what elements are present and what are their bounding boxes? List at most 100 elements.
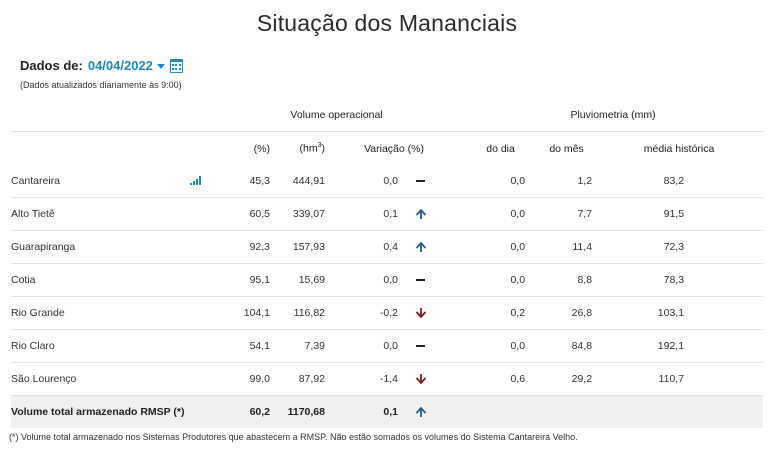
arrow-up-icon <box>416 407 426 418</box>
volume-cell: 157,93 <box>270 230 325 264</box>
arrow-up-icon <box>416 209 426 220</box>
do-mes-cell: 11,4 <box>538 230 596 264</box>
reservoir-name: São Lourenço <box>11 373 77 385</box>
table-row: Rio Claro 54,1 7,39 0,0 0,0 84,8 192,1 <box>11 329 764 363</box>
do-mes-cell: 8,8 <box>538 263 596 297</box>
reservoir-name: Cantareira <box>11 175 61 187</box>
table-row: São Lourenço 99,0 87,92 -1,4 0,6 29,2 110,7 <box>11 362 764 396</box>
do-mes-cell: 1,2 <box>577 175 593 187</box>
do-dia-cell: 0,0 <box>510 175 526 187</box>
do-mes-cell: 84,8 <box>538 329 596 363</box>
variacao-cell: -0,2 <box>325 296 398 330</box>
table-row: Cantareira 45,3 444,91 0,0 0,0 1,2 83,2 <box>11 165 763 198</box>
spacer-cell <box>684 165 763 198</box>
col-percent: (%) <box>210 131 270 165</box>
spacer-cell <box>684 329 764 363</box>
bar-chart-icon[interactable] <box>190 176 202 185</box>
total-trend-cell <box>398 395 464 428</box>
update-note: (Dados atualizados diariamente às 9:00) <box>20 80 182 90</box>
trend-cell <box>398 296 464 330</box>
trend-cell <box>398 329 464 363</box>
media-historica-cell: 110,7 <box>595 362 685 396</box>
col-do-dia: do dia <box>463 131 539 165</box>
reservoir-name-cell: Guarapiranga <box>11 230 210 264</box>
do-dia-cell: 0,0 <box>463 197 539 231</box>
reservoir-name-cell: Cantareira <box>11 165 210 198</box>
trend-flat-icon <box>416 345 425 348</box>
do-mes-cell: 7,7 <box>538 197 596 231</box>
variacao-cell: 0,0 <box>383 175 398 187</box>
volume-cell: 87,92 <box>270 362 325 396</box>
media-historica-cell: 83,2 <box>663 175 685 187</box>
total-row: Volume total armazenado RMSP (*) 60,2 1170… <box>11 395 764 428</box>
do-dia-cell: 0,2 <box>463 296 539 330</box>
trend-flat-icon <box>416 279 425 282</box>
percent-cell: 60,5 <box>210 197 270 231</box>
spacer-cell <box>684 263 764 297</box>
media-historica-cell: 103,1 <box>595 296 685 330</box>
reservoir-name: Cotia <box>11 274 36 286</box>
arrow-up-icon <box>416 242 426 253</box>
variacao-cell: 0,0 <box>325 263 398 297</box>
total-label: Volume total armazenado RMSP (*) <box>11 395 210 428</box>
reservoir-table: Volume operacional Pluviometria (mm) (%)… <box>11 98 764 428</box>
variacao-cell: -1,4 <box>325 362 398 396</box>
media-historica-cell: 192,1 <box>595 329 685 363</box>
percent-cell: 92,3 <box>210 230 270 264</box>
percent-cell: 45,3 <box>249 175 270 187</box>
table-row: Guarapiranga 92,3 157,93 0,4 0,0 11,4 72,3 <box>11 230 764 264</box>
table-row: Alto Tietê 60,5 339,07 0,1 0,0 7,7 91,5 <box>11 197 764 231</box>
reservoir-name-cell: Rio Grande <box>11 296 210 330</box>
reservoir-name: Rio Grande <box>11 307 65 319</box>
trend-cell <box>398 165 463 198</box>
trend-cell <box>398 230 464 264</box>
do-dia-cell: 0,0 <box>463 263 539 297</box>
trend-flat-icon <box>416 180 425 183</box>
caret-down-icon[interactable] <box>156 63 165 69</box>
do-dia-cell: 0,6 <box>463 362 539 396</box>
volume-cell: 339,07 <box>270 197 325 231</box>
trend-cell <box>398 362 464 396</box>
do-mes-cell: 26,8 <box>538 296 596 330</box>
group-header-volume: Volume operacional <box>290 108 383 121</box>
reservoir-name-cell: São Lourenço <box>11 362 210 396</box>
table-row: Cotia 95,1 15,69 0,0 0,0 8,8 78,3 <box>11 263 764 297</box>
do-mes-cell: 29,2 <box>538 362 596 396</box>
reservoir-name-cell: Rio Claro <box>11 329 210 363</box>
reservoir-name-cell: Cotia <box>11 263 210 297</box>
date-label: Dados de: <box>20 58 83 73</box>
spacer-cell <box>595 395 685 428</box>
total-percent: 60,2 <box>210 395 270 428</box>
percent-cell: 95,1 <box>210 263 270 297</box>
arrow-down-icon <box>416 307 426 319</box>
do-dia-cell: 0,0 <box>463 329 539 363</box>
spacer-cell <box>684 296 764 330</box>
reservoir-name: Rio Claro <box>11 340 55 352</box>
volume-cell: 15,69 <box>270 263 325 297</box>
spacer-cell <box>538 395 596 428</box>
col-hm3: (hm3) <box>270 131 325 165</box>
volume-cell: 444,91 <box>292 175 325 187</box>
do-dia-cell: 0,0 <box>463 230 539 264</box>
percent-cell: 54,1 <box>210 329 270 363</box>
spacer-cell <box>684 230 764 264</box>
variacao-cell: 0,0 <box>325 329 398 363</box>
group-header-pluviometria: Pluviometria (mm) <box>570 108 656 121</box>
spacer-cell <box>684 395 764 428</box>
media-historica-cell: 78,3 <box>595 263 685 297</box>
date-dropdown[interactable]: 04/04/2022 <box>87 58 153 73</box>
spacer-cell <box>684 362 764 396</box>
media-historica-cell: 72,3 <box>595 230 685 264</box>
calendar-icon[interactable] <box>169 58 183 73</box>
total-variacao: 0,1 <box>325 395 398 428</box>
col-do-mes: do mês <box>538 131 596 165</box>
date-selector: Dados de: 04/04/2022 <box>20 58 183 73</box>
reservoir-name: Guarapiranga <box>11 241 76 253</box>
table-row: Rio Grande 104,1 116,82 -0,2 0,2 26,8 103,1 <box>11 296 764 330</box>
total-volume: 1170,68 <box>270 395 325 428</box>
reservoir-name-cell: Alto Tietê <box>11 197 210 231</box>
variacao-cell: 0,4 <box>325 230 398 264</box>
volume-cell: 7,39 <box>270 329 325 363</box>
col-variacao: Variação (%) <box>325 131 464 165</box>
arrow-down-icon <box>416 373 426 385</box>
